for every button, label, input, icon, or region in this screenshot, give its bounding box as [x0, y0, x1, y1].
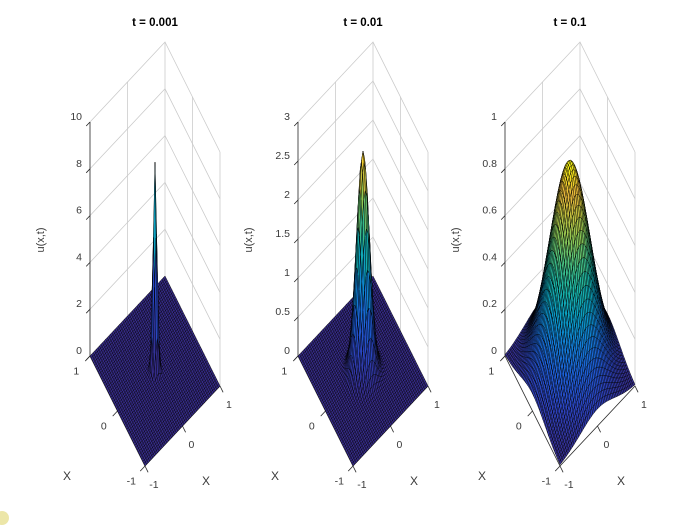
subplot-1: 0 2 4 6 8 10 -1 0 1 -1 0 1 t = 0.001 X Xu(x,t) [35, 17, 232, 491]
left-tick-label: 1 [488, 366, 494, 378]
z-tick-label: 6 [76, 205, 82, 217]
right-tick-label: 1 [226, 399, 232, 411]
zlabel: u(x,t) [35, 227, 47, 252]
tick-labels: 0 0.5 1 1.5 2 2.5 3 -1 0 1 -1 0 1 [275, 111, 440, 491]
z-tick-label: 0.2 [482, 298, 497, 310]
left-tick-label: -1 [335, 476, 344, 488]
left-tick-label: -1 [542, 476, 551, 488]
left-tick-label: -1 [127, 476, 136, 488]
subplot-title: t = 0.1 [554, 17, 588, 29]
z-tick-label: 0 [491, 345, 497, 357]
z-tick-label: 3 [284, 111, 290, 123]
left-tick-label: 1 [73, 366, 79, 378]
z-tick-label: 1.5 [275, 228, 290, 240]
xlabel-left: X [271, 469, 279, 483]
wall-grid [89, 41, 221, 387]
right-tick-label: 0 [188, 439, 194, 451]
subplot-3: 0 0.2 0.4 0.6 0.8 1 -1 0 1 -1 0 1 t = 0.1 X Xu(x,t) [450, 17, 647, 491]
z-tick-label: 0.4 [482, 251, 497, 263]
surface-mesh [297, 150, 429, 467]
right-tick-label: -1 [149, 479, 158, 491]
z-tick-label: 0.6 [482, 205, 497, 217]
xlabel-left: X [478, 469, 486, 483]
z-tick-label: 1 [491, 111, 497, 123]
xlabel-right: X [202, 474, 210, 488]
zlabel: u(x,t) [450, 227, 462, 252]
subplot-title: t = 0.01 [343, 17, 383, 29]
zlabel: u(x,t) [243, 227, 255, 252]
left-tick-label: 1 [281, 366, 287, 378]
subplot-2: 0 0.5 1 1.5 2 2.5 3 -1 0 1 -1 0 1 t = 0.01 X Xu(x,t) [243, 17, 440, 491]
z-tick-label: 0 [76, 345, 82, 357]
right-tick-label: 1 [641, 399, 647, 411]
corner-artifact [0, 511, 9, 525]
z-tick-label: 8 [76, 158, 82, 170]
z-tick-label: 10 [70, 111, 82, 123]
right-tick-label: 0 [603, 439, 609, 451]
tick-labels: 0 2 4 6 8 10 -1 0 1 -1 0 1 [70, 111, 232, 491]
z-tick-label: 0.5 [275, 306, 290, 318]
z-tick-label: 0 [284, 345, 290, 357]
z-tick-label: 0.8 [482, 158, 497, 170]
tick-labels: 0 0.2 0.4 0.6 0.8 1 -1 0 1 -1 0 1 [482, 111, 647, 491]
right-tick-label: 0 [396, 439, 402, 451]
z-tick-label: 1 [284, 267, 290, 279]
right-tick-label: -1 [564, 479, 573, 491]
z-tick-label: 2 [76, 298, 82, 310]
subplot-title: t = 0.001 [132, 17, 178, 29]
xlabel-right: X [617, 474, 625, 488]
xlabel-right: X [410, 474, 418, 488]
z-tick-label: 2.5 [275, 150, 290, 162]
z-tick-label: 2 [284, 189, 290, 201]
right-tick-label: 1 [434, 399, 440, 411]
surface-mesh [504, 159, 636, 465]
xlabel-left: X [63, 469, 71, 483]
z-tick-label: 4 [76, 251, 82, 263]
left-tick-label: 0 [516, 421, 522, 433]
left-tick-label: 0 [101, 421, 107, 433]
axes-rulers [499, 121, 639, 473]
surface-mesh [89, 162, 221, 467]
left-tick-label: 0 [309, 421, 315, 433]
right-tick-label: -1 [357, 479, 366, 491]
